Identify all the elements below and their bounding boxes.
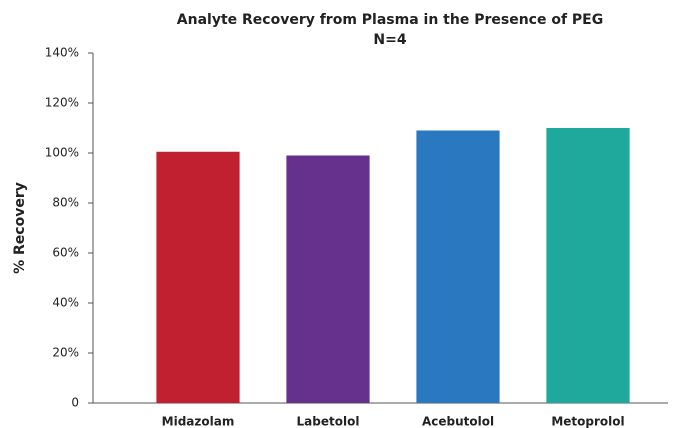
y-tick-label: 140% <box>45 46 79 60</box>
x-tick-label: Labetolol <box>297 415 360 428</box>
chart-title: Analyte Recovery from Plasma in the Pres… <box>177 12 603 28</box>
y-tick-label: 120% <box>45 96 79 110</box>
bar <box>546 128 630 403</box>
y-tick-label: 60% <box>52 246 79 260</box>
x-tick-label: Midazolam <box>162 415 235 428</box>
bar <box>416 130 500 403</box>
y-axis-label: % Recovery <box>12 182 28 274</box>
y-tick-label: 80% <box>52 196 79 210</box>
bar <box>286 155 370 403</box>
y-tick-label: 40% <box>52 296 79 310</box>
y-tick-label: 20% <box>52 346 79 360</box>
x-tick-label: Metoprolol <box>551 415 624 428</box>
y-tick-label: 0 <box>71 396 79 410</box>
bar <box>156 151 240 403</box>
y-tick-label: 100% <box>45 146 79 160</box>
x-tick-label: Acebutolol <box>422 415 494 428</box>
chart-subtitle: N=4 <box>373 32 406 48</box>
